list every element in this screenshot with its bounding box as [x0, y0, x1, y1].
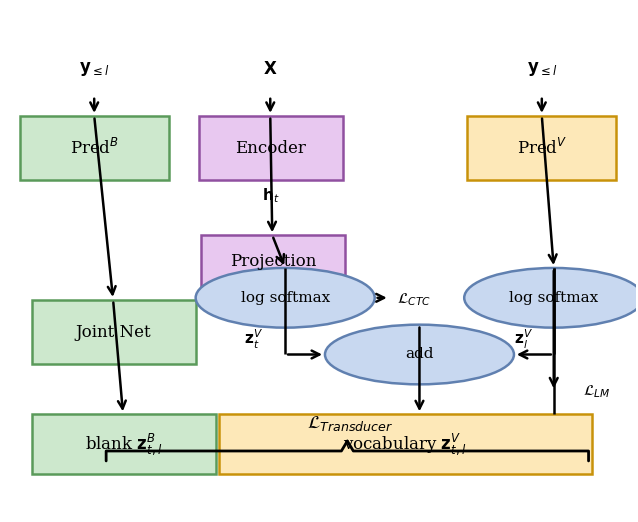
Text: Pred$^{V}$: Pred$^{V}$	[517, 138, 567, 158]
FancyBboxPatch shape	[467, 116, 616, 181]
FancyBboxPatch shape	[31, 414, 216, 474]
Text: Projection: Projection	[230, 253, 316, 269]
Text: $\mathbf{h}_{t}$: $\mathbf{h}_{t}$	[262, 186, 279, 205]
Text: log softmax: log softmax	[241, 291, 330, 305]
Text: $\mathbf{z}^{V}_{t}$: $\mathbf{z}^{V}_{t}$	[244, 328, 263, 351]
Text: $\mathbf{y}_{\leq l}$: $\mathbf{y}_{\leq l}$	[526, 60, 557, 78]
Text: add: add	[405, 348, 434, 362]
Text: Pred$^{B}$: Pred$^{B}$	[70, 138, 119, 158]
Ellipse shape	[325, 325, 514, 384]
Text: $\mathbf{y}_{\leq l}$: $\mathbf{y}_{\leq l}$	[79, 60, 110, 78]
Text: vocabulary $\mathbf{z}^{V}_{t,l}$: vocabulary $\mathbf{z}^{V}_{t,l}$	[343, 431, 467, 457]
Text: $\mathbf{z}^{V}_{l}$: $\mathbf{z}^{V}_{l}$	[514, 328, 533, 351]
Text: blank $\mathbf{z}^{B}_{t,l}$: blank $\mathbf{z}^{B}_{t,l}$	[85, 431, 162, 457]
Text: $\mathcal{L}_{CTC}$: $\mathcal{L}_{CTC}$	[397, 291, 431, 308]
Ellipse shape	[196, 268, 375, 328]
FancyBboxPatch shape	[198, 116, 343, 181]
Text: Encoder: Encoder	[235, 139, 306, 157]
FancyBboxPatch shape	[200, 235, 345, 287]
Text: $\mathbf{X}$: $\mathbf{X}$	[263, 61, 278, 78]
Ellipse shape	[464, 268, 638, 328]
Text: Joint Net: Joint Net	[76, 324, 151, 341]
Text: $\mathcal{L}_{LM}$: $\mathcal{L}_{LM}$	[582, 383, 611, 400]
FancyBboxPatch shape	[219, 414, 591, 474]
FancyBboxPatch shape	[31, 300, 196, 364]
Text: $\mathcal{L}_{Transducer}$: $\mathcal{L}_{Transducer}$	[307, 414, 393, 433]
FancyBboxPatch shape	[20, 116, 169, 181]
Text: log softmax: log softmax	[509, 291, 598, 305]
